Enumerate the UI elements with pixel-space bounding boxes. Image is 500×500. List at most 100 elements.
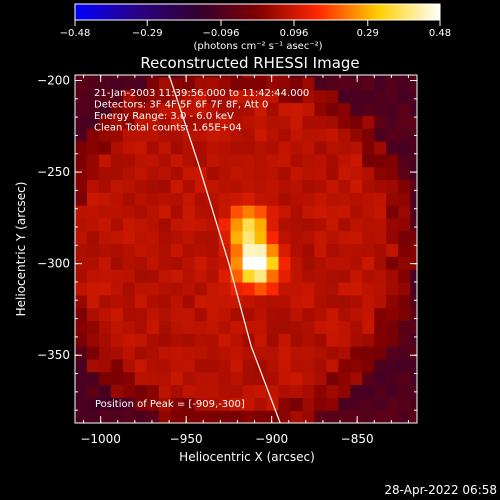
heatmap-cell [182,397,196,411]
heatmap-cell [146,384,160,398]
heatmap-cell [350,281,363,296]
heatmap-cell [134,115,148,129]
heatmap-cell [302,89,315,104]
heatmap-cell [98,269,112,283]
heatmap-cell [182,256,196,270]
heatmap-cell [194,89,208,104]
heatmap-cell [134,230,148,245]
heatmap-cell [302,128,315,142]
heatmap-cell [146,320,160,334]
heatmap-cell [170,333,184,347]
heatmap-cell [398,320,411,334]
heatmap-cell [326,333,339,347]
heatmap-cell [338,205,351,219]
heatmap-cell [242,371,256,386]
heatmap-cell [86,410,100,423]
heatmap-cell [374,371,387,386]
heatmap-cell [158,217,172,232]
heatmap-cell [266,128,280,142]
heatmap-cell [350,397,363,411]
heatmap-cell [278,358,292,373]
heatmap-cell [314,179,327,193]
x-tick-label: −1000 [80,432,121,446]
heatmap-cell [338,281,351,296]
heatmap-cell [326,256,339,270]
heatmap-cell [75,217,88,232]
heatmap-cell [206,179,220,193]
heatmap-cell [122,230,136,245]
heatmap-cell [398,243,411,257]
heatmap-cell [326,140,339,155]
heatmap-cell [194,294,208,309]
heatmap-cell [302,320,315,334]
heatmap-cell [398,307,411,322]
heatmap-cell [338,76,351,91]
heatmap-cell [254,192,268,206]
heatmap-cell [302,205,315,219]
heatmap-cell [338,89,351,104]
heatmap-cell [182,410,196,423]
heatmap-cell [398,397,411,411]
heatmap-cell [362,153,375,168]
heatmap-cell [146,140,160,155]
heatmap-cell [86,320,100,334]
heatmap-cell [206,397,220,411]
heatmap-cell [254,346,268,360]
heatmap-cell [146,128,160,142]
heatmap-cell [98,294,112,309]
heatmap-cell [278,384,292,398]
heatmap-cell [386,410,399,423]
heatmap-cell [410,281,417,296]
heatmap-cell [110,128,124,142]
heatmap-cell [386,269,399,283]
heatmap-cell [158,294,172,309]
heatmap-cell [242,307,256,322]
heatmap-cell [410,192,417,206]
heatmap-cell [170,153,184,168]
heatmap-cell [98,75,112,78]
heatmap-cell [398,205,411,219]
heatmap-cell [398,410,411,423]
heatmap-cell [75,75,88,78]
heatmap-cell [146,397,160,411]
heatmap-cell [410,307,417,322]
x-tick-label: −900 [255,432,288,446]
heatmap-cell [98,256,112,270]
heatmap-cell [86,397,100,411]
heatmap-cell [110,410,124,423]
heatmap-cell [134,384,148,398]
heatmap-cell [182,75,196,78]
heatmap-cell [98,179,112,193]
heatmap-cell [86,371,100,386]
heatmap-cell [122,75,136,78]
heatmap-cell [206,333,220,347]
heatmap-cell [98,397,112,411]
heatmap-cell [194,153,208,168]
heatmap-cell [362,205,375,219]
y-tick-label: −300 [37,257,70,271]
heatmap-cell [86,294,100,309]
heatmap-cell [170,128,184,142]
heatmap-cell [206,307,220,322]
heatmap-cell [110,102,124,116]
heatmap-cell [398,371,411,386]
heatmap-cell [338,166,351,180]
heatmap-cell [146,179,160,193]
heatmap-cell [122,256,136,270]
heatmap-cell [122,281,136,296]
heatmap-cell [122,166,136,180]
heatmap-cell [314,358,327,373]
heatmap-cell [314,192,327,206]
heatmap-cell [146,294,160,309]
colorbar-tick-label: 0.48 [429,28,451,39]
heatmap-cell [302,217,315,232]
heatmap-cell [146,75,160,78]
heatmap-cell [158,153,172,168]
heatmap-cell [170,205,184,219]
heatmap-cell [362,230,375,245]
heatmap-cell [206,294,220,309]
heatmap-cell [134,102,148,116]
heatmap-cell [374,281,387,296]
heatmap-cell [386,89,399,104]
heatmap-cell [98,217,112,232]
